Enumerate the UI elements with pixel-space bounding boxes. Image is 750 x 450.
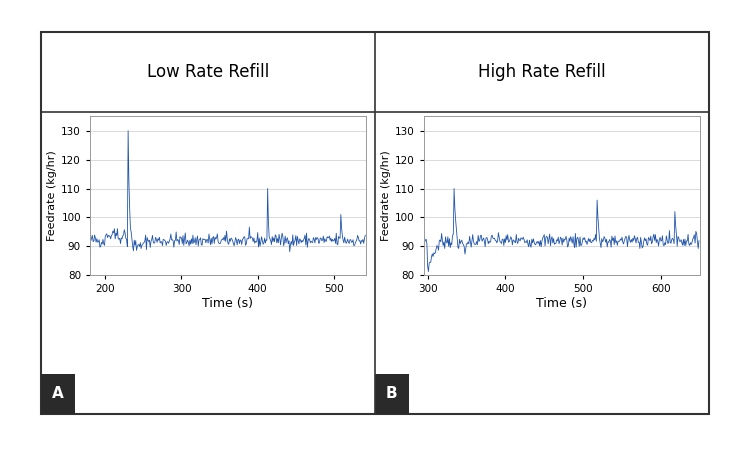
- Text: High Rate Refill: High Rate Refill: [478, 63, 606, 81]
- Text: Low Rate Refill: Low Rate Refill: [147, 63, 269, 81]
- Y-axis label: Feedrate (kg/hr): Feedrate (kg/hr): [47, 150, 57, 241]
- X-axis label: Time (s): Time (s): [536, 297, 587, 310]
- Text: B: B: [386, 386, 398, 401]
- Text: A: A: [53, 386, 64, 401]
- X-axis label: Time (s): Time (s): [202, 297, 254, 310]
- Y-axis label: Feedrate (kg/hr): Feedrate (kg/hr): [381, 150, 391, 241]
